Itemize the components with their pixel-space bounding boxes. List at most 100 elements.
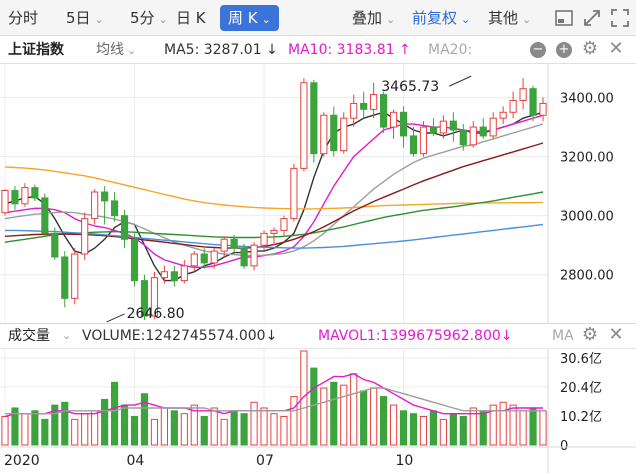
mavol1-readout: MAVOL1:1399675962.800↓: [318, 328, 513, 344]
volume-bar: [310, 367, 318, 446]
candle-body: [260, 232, 268, 246]
y-tick-label: 3400.00: [560, 92, 614, 107]
index-title: 上证指数: [8, 42, 64, 58]
volume-bar: [11, 407, 19, 446]
candle-body: [11, 190, 19, 205]
candle-body: [190, 253, 198, 267]
volume-bar: [71, 418, 79, 446]
tab-5day[interactable]: 5日 ⌄: [66, 0, 104, 36]
candle-body: [409, 135, 418, 155]
candle-body: [399, 111, 408, 137]
candle-body: [539, 102, 547, 116]
candle-body: [91, 191, 99, 220]
volume-bar: [539, 410, 547, 446]
tab-intraday[interactable]: 分时: [8, 0, 38, 36]
volume-bar: [31, 410, 39, 446]
volume-bar: [439, 418, 447, 446]
tab-5day-label: 5日: [66, 9, 91, 27]
y-tick-label: 10.2亿: [560, 410, 602, 425]
annotation-arrow: [106, 313, 125, 323]
x-tick-label: 2020: [4, 453, 40, 469]
candle-body: [71, 253, 79, 299]
candle-body: [320, 114, 328, 155]
candle-body: [210, 250, 218, 264]
volume-bar: [300, 350, 308, 446]
volume-bar: [449, 413, 457, 446]
gear-icon[interactable]: ⚙: [581, 38, 599, 59]
volume-bar: [389, 404, 398, 446]
tab-daily-k[interactable]: 日 K: [176, 0, 206, 36]
tab-weekly-k-label: 周 K: [228, 9, 258, 27]
fullscreen-icon[interactable]: [610, 8, 630, 28]
volume-bar: [130, 416, 139, 446]
candlestick-chart[interactable]: 3400.00 3200.00 3000.00 2800.00 3465.73 2646.…: [0, 64, 636, 323]
y-tick-label: 2800.00: [560, 269, 614, 284]
tab-weekly-k[interactable]: 周 K ⌄: [220, 5, 279, 31]
candle-body: [130, 238, 139, 282]
candle-body: [429, 126, 438, 134]
mavol-line-mavol2: [5, 387, 543, 415]
candle-body: [340, 117, 348, 152]
volume-bar: [260, 407, 268, 446]
ma-dropdown[interactable]: 均线 ⌄: [96, 36, 136, 64]
other-label: 其他: [488, 9, 519, 27]
annotation-low: 2646.80: [127, 306, 185, 322]
other-dropdown[interactable]: 其他 ⌄: [488, 0, 531, 36]
volume-bar: [41, 418, 49, 446]
candle-body: [200, 253, 208, 264]
plus-icon[interactable]: +: [556, 42, 572, 58]
candle-body: [120, 215, 129, 240]
tab-daily-k-label: 日 K: [176, 9, 206, 27]
tab-5min[interactable]: 5分 ⌄: [130, 0, 168, 36]
x-tick-label: 10: [396, 453, 414, 469]
volume-bar: [61, 401, 69, 446]
candle-body: [220, 238, 228, 252]
x-tick-label: 04: [127, 453, 145, 469]
expand-icon[interactable]: [582, 8, 602, 28]
candle-body: [31, 187, 39, 199]
close-icon[interactable]: ✕: [608, 324, 624, 345]
chevron-down-icon: ⌄: [461, 13, 471, 26]
chevron-down-icon[interactable]: ⌄: [62, 329, 72, 342]
period-toolbar: 分时 5日 ⌄ 5分 ⌄ 日 K 周 K ⌄ 叠加 ⌄ 前复权 ⌄ 其他 ⌄: [0, 0, 636, 36]
volume-bar: [210, 407, 218, 446]
minus-icon[interactable]: −: [530, 42, 546, 58]
chevron-down-icon: ⌄: [94, 13, 104, 26]
volume-bar: [409, 413, 418, 446]
gear-icon[interactable]: ⚙: [581, 324, 599, 345]
candle-body: [489, 117, 497, 137]
volume-bar: [81, 413, 89, 446]
y-tick-label: 3200.00: [560, 151, 614, 166]
volume-bar: [330, 381, 338, 446]
volume-bar: [489, 404, 497, 446]
volume-bar: [360, 390, 368, 446]
candle-body: [419, 126, 428, 155]
volume-bar: [91, 410, 99, 446]
overlay-dropdown[interactable]: 叠加 ⌄: [352, 0, 395, 36]
candle-body: [1, 190, 9, 214]
annotation-high: 3465.73: [381, 79, 439, 95]
volume-bar: [529, 407, 537, 446]
volume-bar: [479, 410, 487, 446]
volume-readout: VOLUME:1242745574.000↓: [82, 328, 278, 344]
volume-bar: [429, 410, 438, 446]
candle-body: [170, 271, 178, 282]
window-icon[interactable]: [554, 8, 574, 28]
volume-bar: [120, 404, 129, 446]
ma-line-ma30: [4, 166, 544, 210]
volume-bar: [469, 407, 477, 446]
volume-bar: [499, 401, 507, 446]
volume-bar: [180, 413, 188, 446]
candle-body: [380, 94, 388, 128]
adjust-dropdown[interactable]: 前复权 ⌄: [412, 0, 470, 36]
close-icon[interactable]: ✕: [608, 38, 624, 59]
ma-label: 均线: [96, 42, 124, 58]
candle-body: [290, 167, 298, 220]
candle-body: [529, 88, 537, 116]
candle-body: [250, 244, 258, 267]
volume-bar: [21, 413, 29, 446]
x-tick-label: 07: [256, 453, 274, 469]
volume-bar: [110, 381, 119, 446]
tab-intraday-label: 分时: [8, 9, 39, 27]
